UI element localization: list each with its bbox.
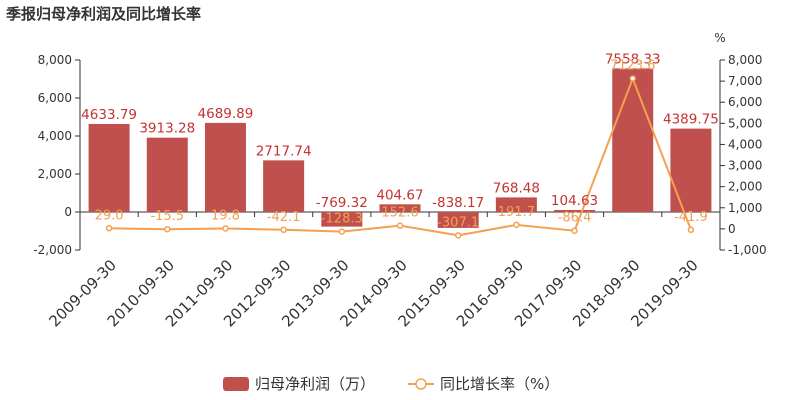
growth-point [396,222,404,229]
bar [437,212,479,228]
left-tick-label: 2,000 [38,167,72,181]
bar [495,197,537,212]
bar [321,212,363,227]
growth-point [105,225,113,232]
growth-point [513,221,520,229]
growth-value-label: -42.1 [267,210,301,225]
bar-value-label: 7558.33 [605,51,661,67]
growth-value-label: -128.3 [321,212,363,227]
growth-value-label: -41.9 [674,210,708,225]
chart-title: 季报归母净利润及同比增长率 [6,5,202,23]
bar-value-label: 2717.74 [256,143,312,159]
bar [263,160,305,212]
right-tick-label: -1,000 [728,243,767,257]
right-tick-label: 0 [728,222,736,236]
bar-value-label: 4689.89 [198,106,254,122]
right-tick-label: 4,000 [728,137,762,151]
bar-value-label: 3913.28 [139,121,195,137]
growth-value-label: 191.7 [498,205,535,220]
right-tick-label: 3,000 [728,159,762,173]
left-tick-label: -2,000 [33,243,72,257]
right-axis-unit: % [714,31,725,45]
right-tick-label: 2,000 [728,180,762,194]
growth-value-label: -86.4 [558,211,592,226]
bar-value-label: -769.32 [316,195,368,211]
legend-bar-swatch [223,377,249,391]
growth-value-label: 7123.6 [610,59,656,74]
growth-point [222,225,229,232]
bar [554,210,596,212]
legend-line-label: 同比增长率（%） [440,375,559,393]
right-tick-label: 1,000 [728,201,762,215]
growth-point [338,228,346,235]
bar [88,123,130,212]
left-tick-label: 4,000 [38,129,72,143]
growth-point [164,225,171,233]
bar [146,137,188,212]
bar-value-label: 768.48 [493,180,540,196]
left-tick-label: 6,000 [38,91,72,105]
bar-value-label: -838.17 [432,195,484,211]
bar [670,128,712,212]
growth-point [454,232,462,239]
bar [204,122,246,212]
right-tick-label: 8,000 [728,53,762,67]
growth-point [280,226,287,234]
left-tick-label: 0 [64,205,72,219]
right-tick-label: 7,000 [728,74,762,88]
growth-value-label: -307.1 [437,215,479,230]
growth-value-label: 152.6 [381,206,418,221]
right-tick-label: 5,000 [728,116,762,130]
legend-bar-label: 归母净利润（万） [255,375,375,393]
growth-value-label: -15.5 [150,209,184,224]
left-tick-label: 8,000 [38,53,72,67]
bar-value-label: 404.67 [376,187,423,203]
right-tick-label: 6,000 [728,95,762,109]
growth-point [687,226,695,234]
growth-point [629,75,636,82]
bar [379,204,421,212]
growth-value-label: 19.8 [211,208,240,223]
growth-value-label: 29.0 [95,208,124,223]
growth-point [571,227,578,234]
legend-line-marker [415,378,427,390]
bar [612,68,654,213]
bar-value-label: 4633.79 [81,107,137,123]
bar-value-label: 4389.75 [663,112,719,128]
bar-value-label: 104.63 [551,193,598,209]
